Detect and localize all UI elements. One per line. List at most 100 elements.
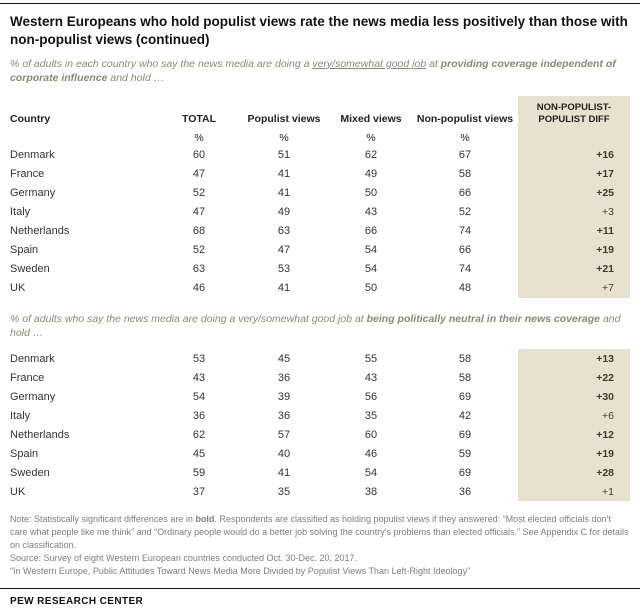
- table2-description: % of adults who say the news media are d…: [10, 312, 630, 341]
- description-text: % of adults in each country who say the …: [10, 57, 313, 70]
- country-label: Sweden: [10, 466, 50, 479]
- total-value: 37: [192, 485, 206, 498]
- diff-value: +7: [518, 278, 630, 298]
- table-row: Denmark 60 51 62 67 +16: [10, 145, 630, 165]
- total-value: 52: [192, 244, 206, 257]
- nonpopulist-views-value: 52: [458, 206, 472, 219]
- percent-sign: %: [460, 131, 470, 144]
- populist-views-value: 35: [277, 485, 291, 498]
- populist-views-value: 41: [277, 168, 291, 181]
- populist-views-value: 53: [277, 263, 291, 276]
- percent-sign: %: [366, 131, 376, 144]
- total-value: 45: [192, 447, 206, 460]
- description-bold-text: providing coverage independent of corpor…: [10, 57, 616, 85]
- nonpopulist-views-value: 58: [458, 352, 472, 365]
- mixed-views-value: 66: [364, 225, 378, 238]
- populist-views-value: 39: [277, 390, 291, 403]
- populist-views-value: 36: [277, 371, 291, 384]
- table-row: Netherlands 68 63 66 74 +11: [10, 221, 630, 241]
- total-value: 47: [192, 206, 206, 219]
- diff-column-band: [518, 129, 630, 146]
- total-value: 46: [192, 282, 206, 295]
- populist-views-value: 47: [277, 244, 291, 257]
- total-value: 53: [192, 352, 206, 365]
- source-line: Source: Survey of eight Western European…: [10, 553, 358, 564]
- nonpopulist-views-value: 48: [458, 282, 472, 295]
- mixed-views-value: 54: [364, 263, 378, 276]
- diff-value: +25: [518, 183, 630, 203]
- mixed-views-value: 46: [364, 447, 378, 460]
- column-header-populist-views: Populist views: [247, 112, 321, 125]
- total-value: 63: [192, 263, 206, 276]
- column-header-diff: NON-POPULIST-POPULIST DIFF: [518, 96, 630, 130]
- total-value: 54: [192, 390, 206, 403]
- nonpopulist-views-value: 59: [458, 447, 472, 460]
- page: Western Europeans who hold populist view…: [0, 3, 640, 607]
- diff-value: +22: [518, 368, 630, 388]
- column-header-country: Country: [10, 112, 51, 125]
- diff-value: +13: [518, 349, 630, 369]
- mixed-views-value: 54: [364, 466, 378, 479]
- column-header-nonpopulist-views: Non-populist views: [416, 112, 514, 125]
- diff-value: +19: [518, 444, 630, 464]
- table-row: Spain 45 40 46 59 +19: [10, 444, 630, 464]
- country-label: Denmark: [10, 149, 55, 162]
- country-label: Germany: [10, 390, 56, 403]
- total-value: 60: [192, 149, 206, 162]
- country-label: Italy: [10, 206, 31, 219]
- mixed-views-value: 55: [364, 352, 378, 365]
- country-label: Germany: [10, 187, 56, 200]
- nonpopulist-views-value: 42: [458, 409, 472, 422]
- populist-views-value: 49: [277, 206, 291, 219]
- table-row: Netherlands 62 57 60 69 +12: [10, 425, 630, 445]
- top-divider: [0, 3, 640, 4]
- populist-views-value: 51: [277, 149, 291, 162]
- mixed-views-value: 43: [364, 206, 378, 219]
- nonpopulist-views-value: 69: [458, 428, 472, 441]
- table-row: Italy 47 49 43 52 +3: [10, 202, 630, 222]
- description-text: and hold …: [107, 72, 165, 85]
- mixed-views-value: 56: [364, 390, 378, 403]
- diff-value: +12: [518, 425, 630, 445]
- total-value: 59: [192, 466, 206, 479]
- mixed-views-value: 38: [364, 485, 378, 498]
- footnote: Note: Statistically significant differen…: [10, 513, 630, 552]
- description-text: at: [426, 57, 441, 70]
- mixed-views-value: 62: [364, 149, 378, 162]
- total-value: 36: [192, 409, 206, 422]
- table-row: Spain 52 47 54 66 +19: [10, 240, 630, 260]
- nonpopulist-views-value: 66: [458, 244, 472, 257]
- nonpopulist-views-value: 66: [458, 187, 472, 200]
- populist-views-value: 41: [277, 187, 291, 200]
- populist-views-value: 41: [277, 282, 291, 295]
- table-row: France 43 36 43 58 +22: [10, 368, 630, 388]
- table1-description: % of adults in each country who say the …: [10, 57, 630, 86]
- nonpopulist-views-value: 74: [458, 263, 472, 276]
- country-label: UK: [10, 485, 26, 498]
- total-value: 47: [192, 168, 206, 181]
- percent-sign: %: [194, 131, 204, 144]
- populist-views-value: 63: [277, 225, 291, 238]
- table1-header-row: Country TOTAL Populist views Mixed views…: [10, 96, 630, 130]
- country-label: Spain: [10, 244, 39, 257]
- note-text: Note: Statistically significant differen…: [10, 514, 196, 525]
- country-label: Netherlands: [10, 225, 70, 238]
- description-bold-text: being politically neutral in their news …: [366, 312, 601, 325]
- diff-value: +30: [518, 387, 630, 407]
- mixed-views-value: 50: [364, 187, 378, 200]
- note-bold-text: bold: [195, 514, 215, 525]
- mixed-views-value: 60: [364, 428, 378, 441]
- table2-body: Denmark 53 45 55 58 +13 France 43 36 43 58 +22 Germa…: [10, 349, 630, 502]
- nonpopulist-views-value: 74: [458, 225, 472, 238]
- footer-divider: [0, 588, 640, 590]
- column-header-mixed-views: Mixed views: [340, 112, 402, 125]
- country-label: Sweden: [10, 263, 50, 276]
- populist-views-value: 57: [277, 428, 291, 441]
- country-label: Netherlands: [10, 428, 70, 441]
- report-title-line: “In Western Europe, Public Attitudes Tow…: [10, 566, 471, 577]
- diff-value: +3: [518, 202, 630, 222]
- table-row: Sweden 59 41 54 69 +28: [10, 463, 630, 483]
- mixed-views-value: 43: [364, 371, 378, 384]
- populist-views-value: 36: [277, 409, 291, 422]
- diff-value: +6: [518, 406, 630, 426]
